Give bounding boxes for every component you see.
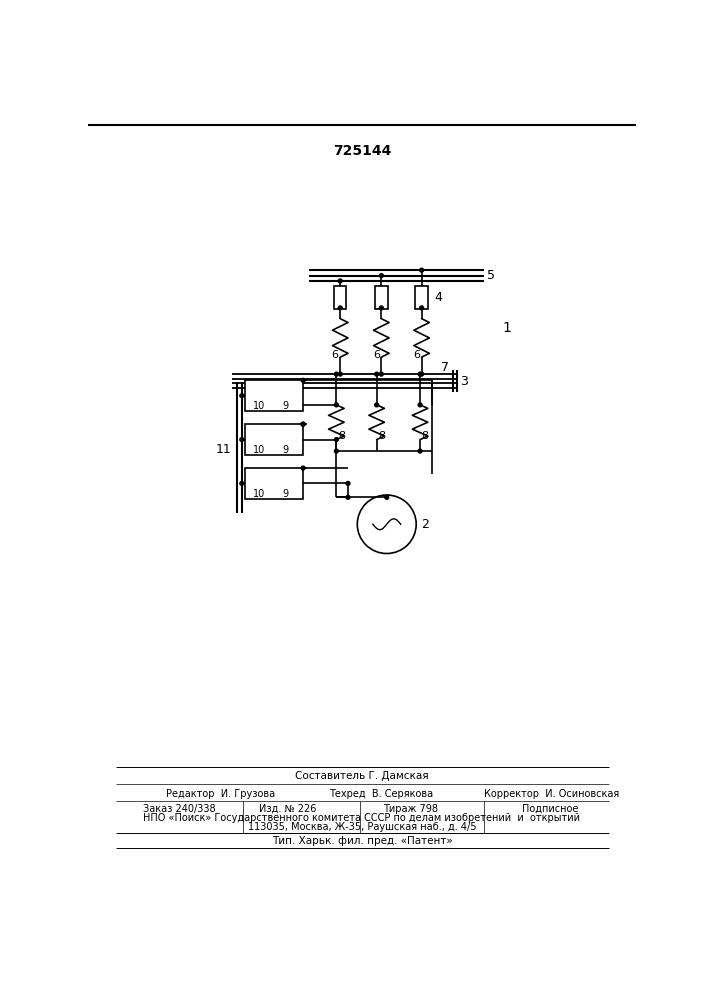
Circle shape [301,378,305,382]
Text: Подписное: Подписное [522,804,579,814]
Circle shape [420,372,423,376]
Text: 3: 3 [460,375,468,388]
Circle shape [339,306,342,310]
Text: Изд. № 226: Изд. № 226 [259,804,316,814]
Circle shape [375,403,379,407]
Circle shape [380,372,383,376]
Text: 9: 9 [282,445,288,455]
Circle shape [334,449,339,453]
Text: 9: 9 [282,489,288,499]
Text: 6: 6 [332,350,339,360]
Circle shape [346,482,350,485]
Text: Тип. Харьк. фил. пред. «Патент»: Тип. Харьк. фил. пред. «Патент» [271,836,452,846]
Text: Редактор  И. Грузова: Редактор И. Грузова [166,789,275,799]
Circle shape [339,279,342,283]
Bar [245,380,303,411]
Text: 10: 10 [252,401,265,411]
Circle shape [339,372,342,376]
Circle shape [240,482,244,485]
Text: 8: 8 [378,431,385,441]
Circle shape [375,372,379,376]
Circle shape [420,306,423,310]
Bar [375,286,387,309]
Circle shape [301,422,305,426]
Circle shape [418,449,422,453]
Bar [245,468,303,499]
Circle shape [385,495,389,499]
Text: 7: 7 [441,361,449,374]
Text: 2: 2 [421,518,429,531]
Text: 11: 11 [216,443,232,456]
Text: 10: 10 [252,445,265,455]
Text: 1: 1 [503,321,511,335]
Bar [416,286,428,309]
Text: НПО «Поиск» Государственного комитета СССР по делам изобретений  и  открытий: НПО «Поиск» Государственного комитета СС… [144,813,580,823]
Circle shape [380,306,383,310]
Text: Корректор  И. Осиновская: Корректор И. Осиновская [484,789,619,799]
Bar [334,286,346,309]
Circle shape [380,274,383,277]
Text: 10: 10 [252,489,265,499]
Text: 5: 5 [487,269,496,282]
Text: 6: 6 [413,350,420,360]
Circle shape [240,438,244,441]
Circle shape [418,372,422,376]
Text: Тираж 798: Тираж 798 [383,804,438,814]
Circle shape [240,394,244,398]
Text: 725144: 725144 [333,144,391,158]
Bar [245,424,303,455]
Circle shape [334,403,339,407]
Circle shape [334,438,339,441]
Circle shape [301,422,305,426]
Text: 113035, Москва, Ж-35, Раушская наб., д. 4/5: 113035, Москва, Ж-35, Раушская наб., д. … [247,822,477,832]
Text: 9: 9 [282,401,288,411]
Circle shape [420,268,423,272]
Text: 8: 8 [421,431,428,441]
Circle shape [418,403,422,407]
Text: 6: 6 [373,350,380,360]
Text: Техред  В. Серякова: Техред В. Серякова [329,789,433,799]
Circle shape [346,495,350,499]
Text: 4: 4 [435,291,443,304]
Text: Заказ 240/338: Заказ 240/338 [143,804,215,814]
Circle shape [301,466,305,470]
Text: 8: 8 [338,431,345,441]
Text: Составитель Г. Дамская: Составитель Г. Дамская [295,771,428,781]
Circle shape [334,372,339,376]
